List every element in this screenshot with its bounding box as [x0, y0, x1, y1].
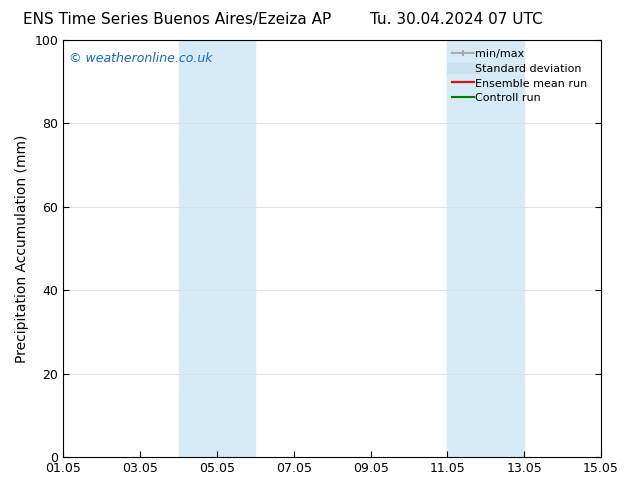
Text: Tu. 30.04.2024 07 UTC: Tu. 30.04.2024 07 UTC [370, 12, 543, 27]
Y-axis label: Precipitation Accumulation (mm): Precipitation Accumulation (mm) [15, 134, 29, 363]
Legend: min/max, Standard deviation, Ensemble mean run, Controll run: min/max, Standard deviation, Ensemble me… [449, 45, 595, 107]
Text: © weatheronline.co.uk: © weatheronline.co.uk [68, 52, 212, 65]
Bar [448, 40, 524, 457]
Text: ENS Time Series Buenos Aires/Ezeiza AP: ENS Time Series Buenos Aires/Ezeiza AP [23, 12, 332, 27]
Bar [179, 40, 256, 457]
